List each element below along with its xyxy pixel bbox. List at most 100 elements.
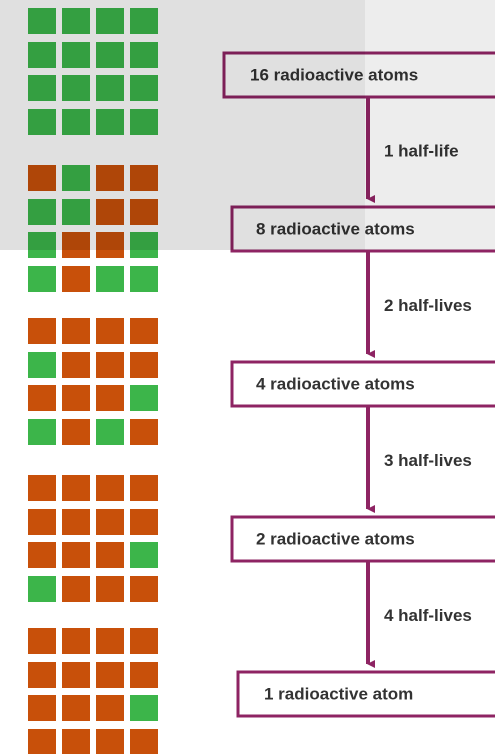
atom-cell: [28, 729, 56, 754]
atom-cell: [130, 109, 158, 135]
arrow-label: 2 half-lives: [384, 296, 472, 315]
atom-cell: [62, 232, 90, 258]
atom-cell: [62, 165, 90, 191]
arrow-label: 3 half-lives: [384, 451, 472, 470]
atom-cell: [28, 385, 56, 411]
atom-cell: [130, 8, 158, 34]
atom-cell: [28, 75, 56, 101]
atom-cell: [130, 75, 158, 101]
atom-cell: [130, 318, 158, 344]
step-label: 1 radioactive atom: [264, 684, 413, 703]
atom-cell: [96, 318, 124, 344]
atom-cell: [28, 8, 56, 34]
atom-cell: [96, 232, 124, 258]
atom-cell: [62, 75, 90, 101]
atom-cell: [96, 542, 124, 568]
atom-cell: [130, 576, 158, 602]
atom-cell: [96, 199, 124, 225]
atom-cell: [28, 199, 56, 225]
atom-cell: [130, 352, 158, 378]
atom-cell: [130, 232, 158, 258]
arrow-label: 4 half-lives: [384, 606, 472, 625]
atom-cell: [62, 42, 90, 68]
atom-cell: [62, 109, 90, 135]
flow-chart: 16 radioactive atoms 8 radioactive atoms 1…: [222, 51, 495, 718]
step-label: 2 radioactive atoms: [256, 529, 415, 548]
atom-cell: [130, 542, 158, 568]
atom-cell: [62, 695, 90, 721]
atom-cell: [28, 695, 56, 721]
atom-cell: [96, 509, 124, 535]
atom-cell: [28, 475, 56, 501]
atom-cell: [130, 165, 158, 191]
atom-cell: [130, 695, 158, 721]
step-box: [236, 670, 495, 718]
atom-cell: [28, 232, 56, 258]
atom-cell: [62, 576, 90, 602]
atom-grids: [28, 8, 158, 754]
atom-cell: [62, 8, 90, 34]
atom-cell: [96, 266, 124, 292]
atom-cell: [28, 576, 56, 602]
atom-cell: [28, 266, 56, 292]
atom-cell: [130, 266, 158, 292]
atom-cell: [28, 42, 56, 68]
atom-cell: [96, 352, 124, 378]
atom-cell: [62, 385, 90, 411]
atom-cell: [28, 419, 56, 445]
atom-cell: [62, 199, 90, 225]
atom-cell: [62, 318, 90, 344]
atom-cell: [96, 576, 124, 602]
atom-cell: [96, 662, 124, 688]
atom-cell: [62, 662, 90, 688]
arrow-label: 1 half-life: [384, 141, 459, 160]
step-label: 8 radioactive atoms: [256, 219, 415, 238]
atom-cell: [96, 8, 124, 34]
atom-cell: [62, 419, 90, 445]
atom-cell: [96, 475, 124, 501]
step-label: 16 radioactive atoms: [250, 65, 418, 84]
step-box: [230, 515, 495, 563]
atom-cell: [28, 109, 56, 135]
atom-cell: [28, 318, 56, 344]
atom-cell: [96, 628, 124, 654]
atom-cell: [62, 509, 90, 535]
overlay-left: [0, 0, 365, 250]
overlay-right: [365, 0, 495, 250]
atom-cell: [130, 475, 158, 501]
atom-cell: [96, 695, 124, 721]
atom-cell: [28, 509, 56, 535]
atom-cell: [28, 352, 56, 378]
step-box: [230, 205, 495, 253]
atom-cell: [130, 628, 158, 654]
atom-cell: [62, 542, 90, 568]
atom-cell: [130, 42, 158, 68]
step-label: 4 radioactive atoms: [256, 374, 415, 393]
atom-cell: [130, 509, 158, 535]
atom-cell: [130, 199, 158, 225]
atom-cell: [62, 729, 90, 754]
atom-cell: [28, 542, 56, 568]
atom-cell: [96, 419, 124, 445]
atom-cell: [96, 75, 124, 101]
atom-cell: [130, 662, 158, 688]
atom-cell: [96, 729, 124, 754]
atom-cell: [96, 109, 124, 135]
step-box: [222, 51, 495, 99]
atom-cell: [96, 385, 124, 411]
atom-cell: [96, 42, 124, 68]
step-box: [230, 360, 495, 408]
atom-cell: [130, 385, 158, 411]
atom-cell: [62, 266, 90, 292]
atom-cell: [130, 729, 158, 754]
atom-cell: [62, 628, 90, 654]
atom-cell: [28, 165, 56, 191]
atom-cell: [62, 352, 90, 378]
atom-cell: [28, 662, 56, 688]
atom-cell: [62, 475, 90, 501]
atom-cell: [28, 628, 56, 654]
atom-cell: [96, 165, 124, 191]
atom-cell: [130, 419, 158, 445]
